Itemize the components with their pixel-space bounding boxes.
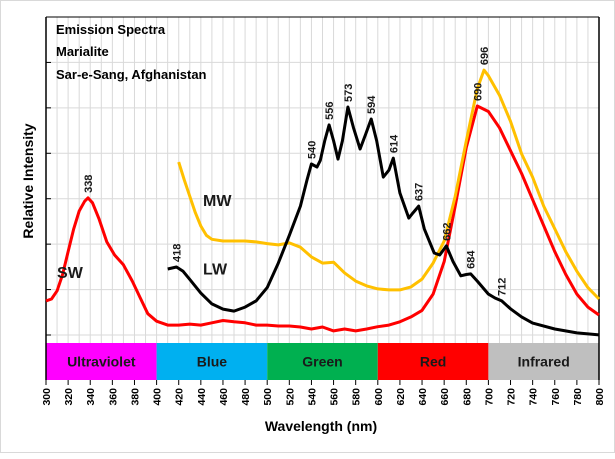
band-infrared (488, 343, 599, 380)
peak-label: 540 (306, 141, 318, 159)
band-red (377, 343, 489, 380)
grid (45, 16, 600, 343)
x-tick-label: 380 (129, 388, 141, 406)
x-tick-label: 760 (550, 388, 562, 406)
peak-label: 696 (479, 47, 491, 65)
peak-label: 662 (441, 222, 453, 240)
peak-label: 614 (388, 134, 400, 153)
x-tick-label: 320 (63, 388, 75, 406)
x-tick-label: 440 (196, 388, 208, 406)
series-lw-line (167, 105, 600, 337)
x-tick-label: 660 (439, 388, 451, 406)
x-tick-label: 360 (107, 388, 119, 406)
x-tick-label: 300 (41, 388, 53, 406)
peak-label: 556 (324, 102, 336, 120)
axes: 300 320 340 360 380 400 420 440 460 480 500 520 540 5… (41, 16, 606, 406)
peak-label: 637 (414, 183, 426, 201)
x-tick-label: 480 (240, 388, 252, 406)
band-ultraviolet (46, 343, 157, 380)
peak-label: 594 (366, 95, 378, 114)
series-lines: SW MW LW (45, 68, 601, 337)
x-tick-label: 540 (306, 388, 318, 406)
peak-label: 690 (472, 83, 484, 101)
x-tick-label: 400 (152, 388, 164, 406)
x-tick-label: 680 (461, 388, 473, 406)
x-tick-label: 340 (85, 388, 97, 406)
band-label: Green (302, 354, 342, 370)
x-tick-label: 640 (417, 388, 429, 406)
band-label: Red (420, 354, 446, 370)
y-axis-label: Relative Intensity (20, 123, 36, 238)
x-tick-label: 800 (594, 388, 606, 406)
x-tick-label: 500 (262, 388, 274, 406)
band-label: Ultraviolet (67, 354, 136, 370)
series-label-lw: LW (203, 262, 228, 279)
x-tick-label: 720 (506, 388, 518, 406)
band-green (267, 343, 378, 380)
x-tick-label: 420 (174, 388, 186, 406)
x-tick-label: 460 (218, 388, 230, 406)
title-line-1: Emission Spectra (56, 22, 166, 37)
spectrum-bands: Ultraviolet Blue Green Red Infrared (46, 343, 599, 380)
x-tick-label: 580 (351, 388, 363, 406)
x-tick-label: 620 (395, 388, 407, 406)
x-tick-label: 740 (528, 388, 540, 406)
band-blue (156, 343, 268, 380)
series-label-sw: SW (57, 265, 84, 282)
series-mw-line (177, 68, 601, 301)
chart-title: Emission Spectra Marialite Sar-e-Sang, A… (56, 22, 207, 82)
x-tick-label: 600 (373, 388, 385, 406)
band-label: Infrared (518, 354, 570, 370)
x-tick-label: 560 (329, 388, 341, 406)
x-tick-label: 520 (284, 388, 296, 406)
series-sw-line (45, 104, 600, 333)
x-axis-label: Wavelength (nm) (265, 418, 377, 434)
title-line-2: Marialite (56, 44, 109, 59)
series-label-mw: MW (203, 193, 232, 210)
band-label: Blue (197, 354, 228, 370)
title-line-3: Sar-e-Sang, Afghanistan (56, 67, 207, 82)
peak-label: 573 (343, 84, 355, 102)
peak-label: 338 (83, 175, 95, 193)
peak-annotations: 338 690 696 418 540 556 573 594 614 637 662 684 712 (83, 47, 509, 296)
x-tick-label: 700 (483, 388, 495, 406)
peak-label: 418 (172, 244, 184, 262)
peak-label: 684 (466, 250, 478, 269)
x-tick-label: 780 (572, 388, 584, 406)
peak-label: 712 (497, 278, 509, 296)
